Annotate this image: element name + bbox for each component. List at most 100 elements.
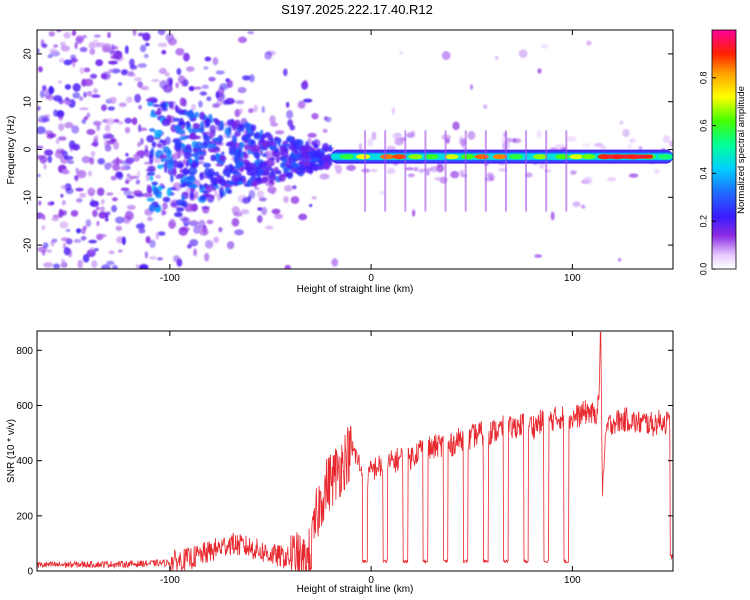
noise-blob	[161, 49, 167, 55]
noise-blob	[429, 166, 439, 173]
noise-blob	[43, 164, 47, 170]
noise-blob	[120, 187, 130, 192]
noise-blob	[80, 236, 87, 241]
noise-blob	[86, 112, 91, 118]
x-tick-label: -100	[160, 273, 180, 284]
noise-blob	[129, 64, 138, 70]
transition-blob	[162, 196, 171, 203]
noise-blob	[49, 48, 58, 54]
noise-blob	[137, 142, 142, 148]
noise-blob	[63, 32, 71, 39]
noise-blob	[109, 96, 117, 104]
transition-blob	[275, 154, 280, 164]
noise-blob	[132, 30, 137, 36]
transition-blob	[194, 111, 200, 118]
transition-blob	[248, 162, 257, 171]
noise-blob	[96, 220, 100, 226]
noise-blob	[112, 158, 123, 165]
noise-blob	[77, 259, 83, 269]
transition-blob	[299, 144, 307, 151]
noise-blob	[47, 155, 53, 163]
noise-blob	[45, 130, 54, 136]
transition-blob	[175, 104, 178, 112]
noise-blob	[60, 193, 64, 198]
noise-blob	[186, 66, 195, 72]
noise-blob	[124, 45, 129, 54]
transition-blob	[199, 172, 204, 181]
spectrogram-y-axis-label: Frequency (Hz)	[6, 116, 17, 185]
noise-blob	[75, 35, 84, 45]
transition-blob	[221, 151, 225, 155]
transition-blob	[323, 155, 332, 161]
noise-blob	[63, 59, 73, 66]
transition-blob	[173, 124, 182, 131]
noise-blob	[309, 204, 313, 207]
transition-blob	[268, 174, 277, 181]
noise-blob	[586, 40, 592, 46]
transition-blob	[232, 170, 240, 176]
noise-blob	[367, 137, 374, 147]
noise-blob	[267, 186, 277, 194]
transition-blob	[231, 134, 238, 144]
noise-blob	[37, 173, 41, 178]
transition-blob	[200, 120, 204, 128]
noise-blob	[325, 116, 332, 123]
noise-blob	[38, 200, 42, 206]
noise-blob	[83, 67, 91, 73]
noise-blob	[206, 219, 214, 225]
transition-blob	[278, 174, 287, 182]
noise-blob	[71, 125, 80, 134]
carrier-hotspot	[392, 154, 407, 160]
noise-blob	[494, 55, 499, 60]
transition-blob	[157, 143, 162, 147]
noise-blob	[193, 225, 201, 234]
transition-blob	[260, 129, 264, 135]
carrier-hotspot	[408, 154, 423, 160]
noise-blob	[38, 66, 43, 73]
noise-blob	[168, 78, 173, 87]
noise-blob	[543, 169, 552, 173]
transition-blob	[250, 124, 257, 132]
noise-blob	[257, 215, 263, 223]
noise-blob	[194, 191, 199, 199]
noise-blob	[179, 216, 189, 222]
transition-blob	[287, 156, 291, 160]
noise-blob	[406, 132, 415, 138]
noise-blob	[231, 218, 240, 227]
noise-blob	[188, 86, 194, 92]
noise-blob	[599, 145, 607, 149]
transition-blob	[214, 184, 220, 189]
noise-blob	[534, 254, 543, 258]
transition-blob	[283, 147, 289, 153]
noise-blob	[231, 154, 235, 162]
noise-blob	[265, 225, 274, 230]
noise-blob	[319, 173, 330, 180]
noise-blob	[61, 169, 70, 175]
noise-blob	[87, 187, 96, 196]
noise-blob	[76, 198, 83, 203]
noise-blob	[159, 80, 169, 89]
transition-blob	[190, 153, 199, 157]
noise-blob	[70, 210, 79, 217]
noise-blob	[242, 75, 251, 81]
noise-blob	[39, 90, 45, 98]
noise-blob	[214, 190, 218, 197]
noise-blob	[287, 119, 294, 127]
noise-blob	[270, 122, 279, 127]
noise-blob	[72, 92, 81, 99]
y-tick-label: 20	[23, 48, 34, 60]
noise-blob	[212, 57, 219, 66]
y-tick-label: -20	[23, 237, 34, 252]
y-tick-label: -10	[23, 190, 34, 205]
noise-blob	[149, 256, 157, 260]
noise-blob	[459, 169, 465, 176]
noise-blob	[83, 91, 87, 98]
noise-blob	[110, 138, 115, 143]
x-tick-label: 0	[368, 273, 374, 284]
noise-blob	[261, 106, 265, 113]
noise-blob	[311, 113, 319, 120]
noise-blob	[208, 194, 215, 200]
noise-blob	[518, 49, 528, 58]
noise-blob	[105, 118, 116, 125]
